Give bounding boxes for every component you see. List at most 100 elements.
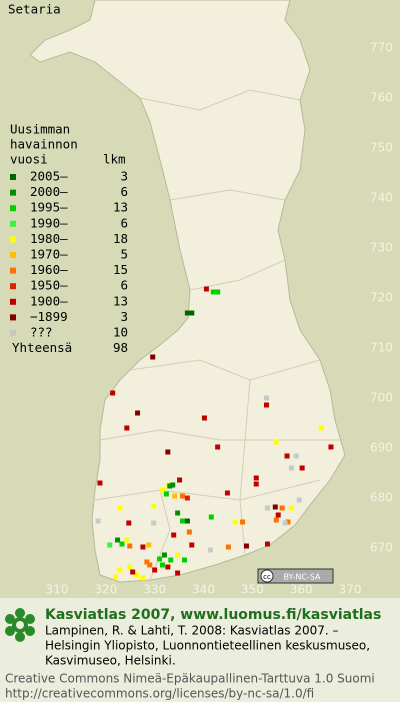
east-label: 320 [94, 583, 117, 597]
north-label: 760 [370, 91, 393, 105]
record-square [127, 543, 133, 549]
record-square [189, 310, 195, 316]
legend-count: 3 [120, 169, 128, 184]
record-square [124, 425, 130, 431]
record-square [215, 289, 221, 295]
record-square [124, 537, 130, 543]
record-square [140, 575, 146, 581]
north-label: 710 [370, 341, 393, 355]
license-line: Creative Commons Nimeä-Epäkaupallinen-Ta… [5, 672, 375, 686]
record-square [126, 520, 132, 526]
record-square [117, 505, 123, 511]
record-square [273, 517, 279, 523]
finland-outline [29, 0, 346, 583]
record-square [240, 519, 246, 525]
record-square [95, 518, 101, 524]
record-square [159, 487, 165, 493]
record-square [130, 569, 136, 575]
record-square [243, 543, 249, 549]
east-label: 360 [290, 583, 313, 597]
record-square [163, 491, 169, 497]
record-square [215, 444, 221, 450]
record-square [97, 480, 103, 486]
record-square [161, 552, 167, 558]
record-square [232, 519, 238, 525]
legend-swatch [10, 174, 16, 180]
legend-label: 1970– [30, 247, 68, 262]
legend-swatch [10, 283, 16, 290]
record-square [184, 310, 190, 316]
record-square [253, 481, 259, 487]
legend-label: 2000– [30, 184, 68, 199]
record-square [184, 495, 190, 501]
north-label: 680 [370, 491, 393, 505]
legend-swatch [10, 298, 16, 305]
record-square [180, 518, 186, 524]
record-square [165, 449, 171, 455]
record-square [263, 402, 269, 408]
east-label: 370 [339, 583, 362, 597]
legend-swatch [10, 330, 16, 336]
record-square [171, 532, 177, 538]
record-square [186, 529, 192, 535]
north-label: 750 [370, 141, 393, 155]
legend-swatch [10, 267, 16, 274]
legend-count: 5 [120, 247, 128, 262]
record-square [107, 542, 113, 548]
legend-count: 13 [113, 200, 128, 215]
records [95, 286, 334, 581]
east-label: 330 [143, 583, 166, 597]
legend-label: 1990– [30, 215, 68, 230]
north-label: 690 [370, 441, 393, 455]
citation-line: Kasvimuseo, Helsinki. [45, 654, 176, 668]
record-square [288, 505, 294, 511]
record-square [147, 562, 153, 568]
record-square [144, 559, 150, 565]
legend-swatch [10, 314, 16, 321]
record-square [272, 504, 278, 510]
north-label: 670 [370, 541, 393, 555]
record-square [177, 477, 183, 483]
record-square [110, 390, 116, 396]
record-square [115, 537, 121, 543]
record-square [284, 453, 290, 459]
legend-title: Uusimman [10, 122, 70, 137]
legend-title: havainnon [10, 137, 78, 152]
record-square [175, 552, 181, 558]
record-square [180, 493, 186, 499]
record-square [159, 562, 165, 568]
record-square [113, 574, 119, 580]
record-square [152, 567, 158, 573]
legend-label: 1960– [30, 262, 68, 277]
north-label: 770 [370, 41, 393, 55]
logo [5, 608, 35, 642]
legend-count: 18 [113, 231, 128, 246]
legend-title: vuosi [10, 152, 48, 167]
legend-count: 6 [120, 184, 128, 199]
record-square [328, 444, 334, 450]
east-label: 310 [46, 583, 69, 597]
record-square [146, 542, 152, 548]
citation-line: Lampinen, R. & Lahti, T. 2008: Kasviatla… [45, 624, 339, 638]
record-square [224, 490, 230, 496]
legend-swatch [10, 252, 16, 258]
legend-count: 13 [113, 293, 128, 308]
record-square [208, 514, 214, 520]
footer-heading: Kasviatlas 2007, www.luomus.fi/kasviatla… [45, 607, 381, 623]
record-square [207, 547, 213, 553]
cc-badge: cc BY-NC-SA [257, 568, 334, 584]
legend-total-label: Yhteensä [12, 340, 72, 355]
legend-count: 6 [120, 215, 128, 230]
map-title: Setaria [8, 2, 61, 17]
record-square [210, 289, 216, 295]
record-square [184, 518, 190, 524]
cc-label: BY-NC-SA [283, 573, 321, 582]
record-square [275, 512, 281, 518]
record-square [151, 520, 157, 526]
record-square [119, 541, 125, 547]
north-label: 700 [370, 391, 393, 405]
record-square [273, 439, 279, 445]
